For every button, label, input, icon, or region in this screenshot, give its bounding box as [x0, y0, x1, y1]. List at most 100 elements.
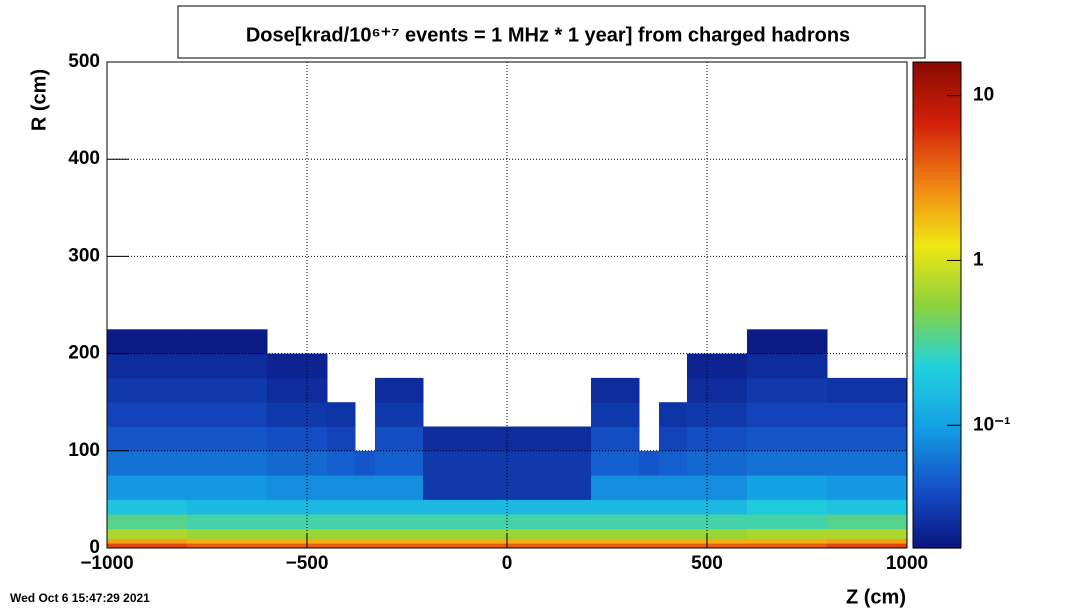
heat-cell [327, 499, 356, 515]
colorbar-segment [913, 191, 961, 197]
colorbar-segment [913, 252, 961, 257]
colorbar-segment [913, 398, 961, 403]
colorbar-segment [913, 345, 961, 351]
colorbar-segment [913, 195, 961, 201]
heat-cell [355, 543, 376, 549]
heat-cell [507, 543, 592, 549]
heat-cell [687, 402, 748, 427]
heat-cell [267, 543, 328, 549]
plot-frame [106, 61, 908, 549]
heat-cell [375, 402, 424, 427]
colorbar-segment [913, 187, 961, 193]
colorbar-segment [913, 410, 961, 415]
heat-cell [639, 450, 660, 476]
colorbar-segment [913, 66, 961, 71]
heat-cell [687, 377, 748, 403]
colorbar-segment [913, 114, 961, 120]
heat-cell [423, 450, 508, 476]
heat-cell [187, 450, 268, 476]
colorbar-segment [913, 418, 961, 424]
colorbar-segment [913, 329, 961, 334]
colorbar-segment [913, 491, 961, 496]
colorbar-segment [913, 62, 961, 67]
heat-cell [107, 426, 188, 452]
heat-cell [267, 377, 328, 403]
colorbar-segment [913, 268, 961, 274]
heat-cell [747, 499, 828, 515]
colorbar-segment [913, 211, 961, 217]
colorbar-segment [913, 467, 961, 472]
colorbar-segment [913, 527, 961, 533]
colorbar-segment [913, 483, 961, 488]
heat-cell [375, 513, 424, 530]
heat-cell [375, 528, 424, 539]
colorbar-segment [913, 422, 961, 428]
heat-cell [591, 528, 640, 539]
heat-cell [355, 499, 376, 515]
heat-cell [107, 402, 188, 427]
heat-cell [687, 499, 748, 515]
heat-cell [827, 543, 908, 549]
colorbar-segment [913, 305, 961, 310]
heat-cell [747, 329, 828, 355]
y-tick-label: 100 [68, 440, 100, 461]
heat-cell [639, 528, 660, 539]
colorbar-segment [913, 199, 961, 205]
colorbar-segment [913, 333, 961, 338]
colorbar-segment [913, 369, 961, 375]
x-axis-label: Z (cm) [846, 586, 906, 608]
colorbar-segment [913, 175, 961, 181]
heat-cell [107, 528, 188, 539]
heat-cell [107, 499, 188, 515]
colorbar-segment [913, 232, 961, 237]
colorbar-segment [913, 292, 961, 298]
colorbar-segment [913, 414, 961, 419]
colorbar-segment [913, 284, 961, 290]
heat-cell [327, 475, 356, 500]
colorbar-segment [913, 503, 961, 509]
heat-cell [659, 475, 688, 500]
colorbar-segment [913, 98, 961, 104]
heat-cell [591, 426, 640, 452]
heat-cell [591, 450, 640, 476]
colorbar-segment [913, 228, 961, 233]
heat-cell [639, 513, 660, 530]
colorbar-segment [913, 236, 961, 241]
colorbar-segment [913, 377, 961, 383]
heat-cell [687, 353, 748, 379]
heat-cell [687, 528, 748, 539]
heat-cell [107, 329, 188, 355]
heat-cell [827, 528, 908, 539]
colorbar-segment [913, 256, 961, 262]
heat-cell [355, 475, 376, 500]
heat-cell [591, 475, 640, 500]
heat-cell [507, 450, 592, 476]
heat-cell [591, 402, 640, 427]
x-tick-label: −1000 [80, 553, 133, 574]
heat-cell [827, 402, 908, 427]
heat-cell [375, 377, 424, 403]
heat-cell [355, 538, 376, 544]
heat-cell [591, 543, 640, 549]
colorbar-segment [913, 325, 961, 330]
colorbar-segment [913, 300, 961, 306]
colorbar-segment [913, 313, 961, 318]
colorbar-segment [913, 519, 961, 525]
heat-cell [591, 377, 640, 403]
heat-cell [827, 426, 908, 452]
heat-cell [507, 426, 592, 452]
colorbar-segment [913, 203, 961, 209]
colorbar-segment [913, 426, 961, 432]
heat-cell [267, 475, 328, 500]
heat-cell [591, 513, 640, 530]
colorbar-segment [913, 337, 961, 343]
x-tick-label: 0 [502, 553, 513, 574]
heat-cell [187, 499, 268, 515]
colorbar-segment [913, 260, 961, 266]
y-tick-label: 0 [89, 537, 100, 558]
colorbar-segment [913, 171, 961, 176]
heat-cell [639, 538, 660, 544]
colorbar-segment [913, 442, 961, 448]
heat-cell [327, 450, 356, 476]
